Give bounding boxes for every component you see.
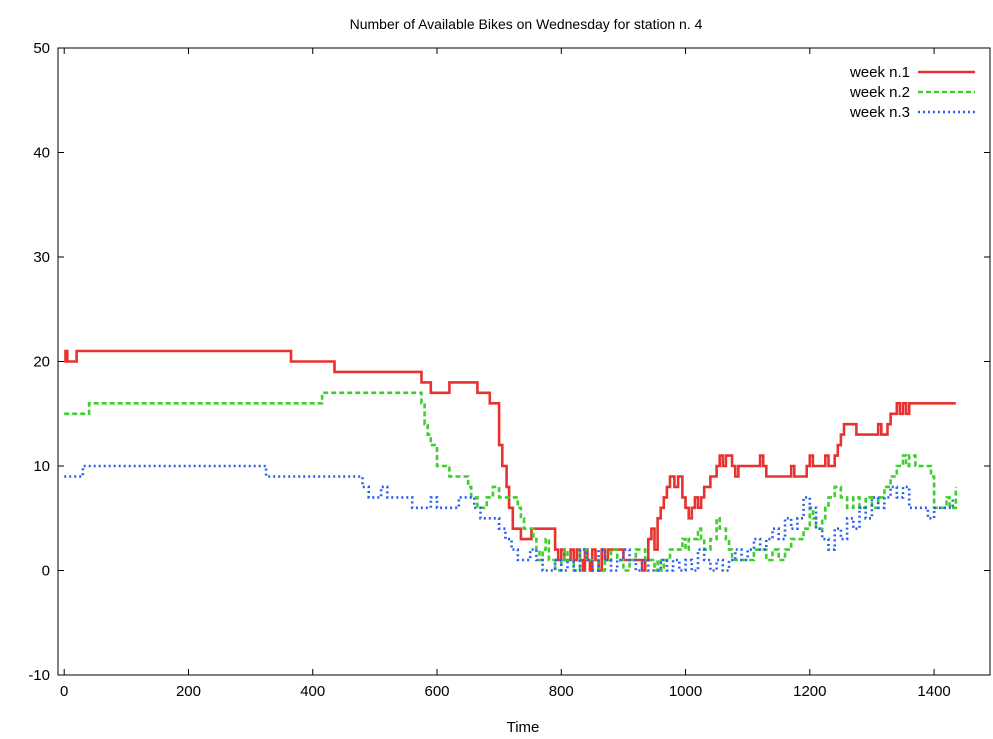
x-tick-label: 400 — [300, 683, 325, 700]
x-tick-label: 800 — [549, 683, 574, 700]
y-tick-label: 0 — [42, 563, 50, 580]
series-line-week-n-3 — [64, 464, 954, 572]
x-tick-label: 0 — [60, 683, 68, 700]
y-tick-label: 40 — [33, 145, 50, 162]
plot-frame — [57, 47, 991, 676]
legend-label: week n.1 — [849, 64, 910, 81]
series-line-week-n-1 — [64, 349, 956, 572]
series-line-week-n-2 — [64, 391, 958, 572]
legend-label: week n.3 — [849, 104, 910, 121]
x-tick-label: 1000 — [669, 683, 702, 700]
legend-label: week n.2 — [849, 84, 910, 101]
y-tick-label: 30 — [33, 249, 50, 266]
legend: week n.1 week n.2 week n.3 — [849, 64, 975, 121]
y-tick-label: 20 — [33, 354, 50, 371]
x-tick-label: 1400 — [917, 683, 950, 700]
x-tick-label: 1200 — [793, 683, 826, 700]
chart-title: Number of Available Bikes on Wednesday f… — [350, 16, 703, 32]
x-tick-label: 200 — [176, 683, 201, 700]
x-axis-title: Time — [507, 719, 540, 736]
y-tick-label: 50 — [33, 40, 50, 57]
x-tick-label: 600 — [424, 683, 449, 700]
y-tick-label: 10 — [33, 458, 50, 475]
series-layer — [64, 349, 958, 572]
axis-ticks: 0 200 400 600 800 1000 1200 1400 -10 0 10 20 30 40 50 — [28, 40, 990, 700]
y-tick-label: -10 — [28, 667, 50, 684]
